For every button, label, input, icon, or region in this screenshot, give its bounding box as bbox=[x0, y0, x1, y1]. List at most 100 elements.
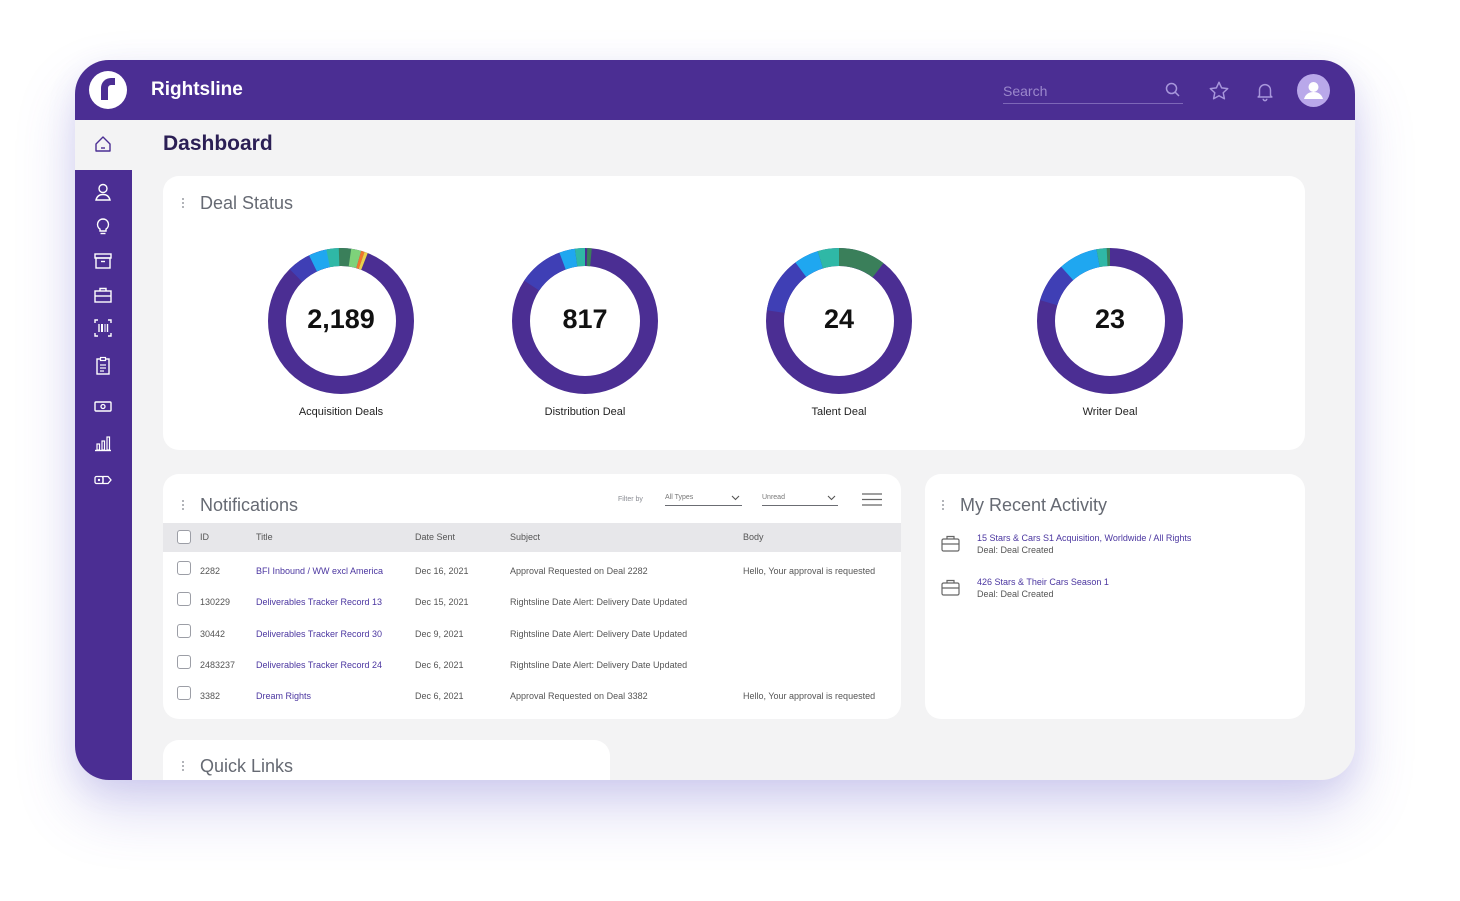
table-row[interactable]: 2483237 Deliverables Tracker Record 24 D… bbox=[163, 648, 901, 679]
donut-value: 23 bbox=[1094, 304, 1126, 334]
chevron-down-icon bbox=[827, 495, 836, 501]
home-icon bbox=[95, 136, 111, 152]
type-filter-select[interactable]: All Types bbox=[665, 492, 742, 506]
bell-icon[interactable] bbox=[1254, 80, 1276, 107]
row-body: Hello, Your approval is requested bbox=[743, 566, 876, 576]
row-subject: Rightsline Date Alert: Delivery Date Upd… bbox=[510, 660, 688, 670]
activity-title-link[interactable]: 15 Stars & Cars S1 Acquisition, Worldwid… bbox=[977, 533, 1192, 543]
select-all-checkbox[interactable] bbox=[177, 530, 191, 544]
app-title: Rightsline bbox=[151, 79, 243, 100]
donut-acquisition-deals[interactable]: 2,189 Acquisition Deals bbox=[266, 246, 416, 418]
row-date: Dec 6, 2021 bbox=[415, 691, 464, 701]
sidebar-item-home[interactable] bbox=[75, 120, 132, 170]
quick-links-title: Quick Links bbox=[200, 756, 294, 776]
search-icon[interactable] bbox=[1165, 82, 1181, 103]
table-row[interactable]: 3382 Dream Rights Dec 6, 2021 Approval R… bbox=[163, 679, 901, 710]
row-subject: Approval Requested on Deal 2282 bbox=[510, 566, 648, 576]
row-title-link[interactable]: Dream Rights bbox=[256, 691, 312, 701]
type-filter-value: All Types bbox=[665, 494, 694, 501]
page-title: Dashboard bbox=[163, 132, 273, 155]
donut-distribution-deal[interactable]: 817 Distribution Deal bbox=[510, 246, 660, 418]
recent-activity-title: My Recent Activity bbox=[960, 495, 1108, 515]
activity-subtitle: Deal: Deal Created bbox=[977, 545, 1054, 555]
row-date: Dec 9, 2021 bbox=[415, 629, 464, 639]
top-bar: Rightsline bbox=[75, 60, 1355, 120]
donut-value: 24 bbox=[823, 304, 855, 334]
activity-item[interactable]: 15 Stars & Cars S1 Acquisition, Worldwid… bbox=[941, 533, 1301, 569]
row-checkbox[interactable] bbox=[177, 561, 191, 575]
column-header-id[interactable]: ID bbox=[200, 532, 209, 542]
clipboard-icon[interactable] bbox=[93, 356, 113, 376]
row-date: Dec 16, 2021 bbox=[415, 566, 469, 576]
drag-handle-icon[interactable] bbox=[182, 500, 188, 512]
filter-by-label: Filter by bbox=[618, 496, 643, 503]
recent-activity-card: My Recent Activity 15 Stars & Cars S1 Ac… bbox=[925, 474, 1305, 719]
row-id: 30442 bbox=[200, 629, 226, 639]
status-filter-value: Unread bbox=[762, 494, 785, 501]
row-title-link[interactable]: BFI Inbound / WW excl America bbox=[256, 566, 384, 576]
row-checkbox[interactable] bbox=[177, 592, 191, 606]
table-row[interactable]: 30442 Deliverables Tracker Record 30 Dec… bbox=[163, 617, 901, 648]
row-title-link[interactable]: Deliverables Tracker Record 30 bbox=[256, 629, 383, 639]
tag-icon[interactable] bbox=[93, 470, 113, 490]
lightbulb-icon[interactable] bbox=[93, 217, 113, 237]
barcode-icon[interactable] bbox=[93, 318, 113, 338]
donut-value: 817 bbox=[562, 304, 608, 334]
bar-chart-icon[interactable] bbox=[93, 433, 113, 453]
user-avatar-icon bbox=[1304, 82, 1323, 99]
column-header-date[interactable]: Date Sent bbox=[415, 532, 456, 542]
drag-handle-icon[interactable] bbox=[182, 761, 188, 773]
row-title-link[interactable]: Deliverables Tracker Record 24 bbox=[256, 660, 383, 670]
briefcase-icon bbox=[941, 535, 960, 552]
star-icon[interactable] bbox=[1208, 80, 1230, 107]
donut-label: Acquisition Deals bbox=[298, 406, 384, 418]
search-box[interactable] bbox=[1003, 80, 1183, 104]
rightsline-logo[interactable] bbox=[89, 71, 127, 109]
donut-chart bbox=[512, 248, 658, 394]
sidebar bbox=[75, 120, 132, 780]
row-subject: Rightsline Date Alert: Delivery Date Upd… bbox=[510, 597, 688, 607]
drag-handle-icon[interactable] bbox=[942, 500, 948, 512]
deal-status-card: Deal Status 2,189 Acquisition Deals bbox=[163, 176, 1305, 450]
status-filter-select[interactable]: Unread bbox=[762, 492, 838, 506]
table-row[interactable]: 2282 BFI Inbound / WW excl America Dec 1… bbox=[163, 554, 901, 585]
table-row[interactable]: 130229 Deliverables Tracker Record 13 De… bbox=[163, 585, 901, 616]
donut-label: Talent Deal bbox=[811, 406, 867, 418]
column-header-body[interactable]: Body bbox=[743, 532, 764, 542]
donut-talent-deal[interactable]: 24 Talent Deal bbox=[764, 246, 914, 418]
row-date: Dec 15, 2021 bbox=[415, 597, 469, 607]
column-header-title[interactable]: Title bbox=[256, 532, 273, 542]
archive-icon[interactable] bbox=[93, 251, 113, 271]
column-header-subject[interactable]: Subject bbox=[510, 532, 541, 542]
donut-chart bbox=[766, 248, 912, 394]
donut-writer-deal[interactable]: 23 Writer Deal bbox=[1035, 246, 1185, 418]
donut-label: Writer Deal bbox=[1082, 406, 1138, 418]
table-header: ID Title Date Sent Subject Body bbox=[163, 523, 901, 552]
row-id: 2483237 bbox=[200, 660, 236, 670]
money-icon[interactable] bbox=[93, 396, 113, 416]
row-body: Hello, Your approval is requested bbox=[743, 691, 876, 701]
person-icon[interactable] bbox=[93, 182, 113, 202]
briefcase-icon bbox=[941, 579, 960, 596]
app-window: Rightsline Dashboard bbox=[75, 60, 1355, 780]
search-input[interactable] bbox=[1003, 80, 1153, 102]
donut-chart bbox=[268, 248, 414, 394]
row-date: Dec 6, 2021 bbox=[415, 660, 464, 670]
user-avatar[interactable] bbox=[1297, 74, 1330, 107]
activity-item[interactable]: 426 Stars & Their Cars Season 1 Deal: De… bbox=[941, 577, 1301, 613]
row-checkbox[interactable] bbox=[177, 655, 191, 669]
row-checkbox[interactable] bbox=[177, 624, 191, 638]
row-subject: Approval Requested on Deal 3382 bbox=[510, 691, 648, 701]
activity-subtitle: Deal: Deal Created bbox=[977, 589, 1054, 599]
chevron-down-icon bbox=[731, 495, 740, 501]
menu-icon[interactable] bbox=[862, 493, 882, 506]
activity-title-link[interactable]: 426 Stars & Their Cars Season 1 bbox=[977, 577, 1109, 587]
row-checkbox[interactable] bbox=[177, 686, 191, 700]
notifications-title: Notifications bbox=[200, 495, 299, 515]
briefcase-icon[interactable] bbox=[93, 285, 113, 305]
row-title-link[interactable]: Deliverables Tracker Record 13 bbox=[256, 597, 383, 607]
notifications-card: Notifications Filter by All Types Unread… bbox=[163, 474, 901, 719]
drag-handle-icon[interactable] bbox=[182, 198, 188, 210]
donut-label: Distribution Deal bbox=[544, 406, 626, 418]
row-id: 3382 bbox=[200, 691, 221, 701]
